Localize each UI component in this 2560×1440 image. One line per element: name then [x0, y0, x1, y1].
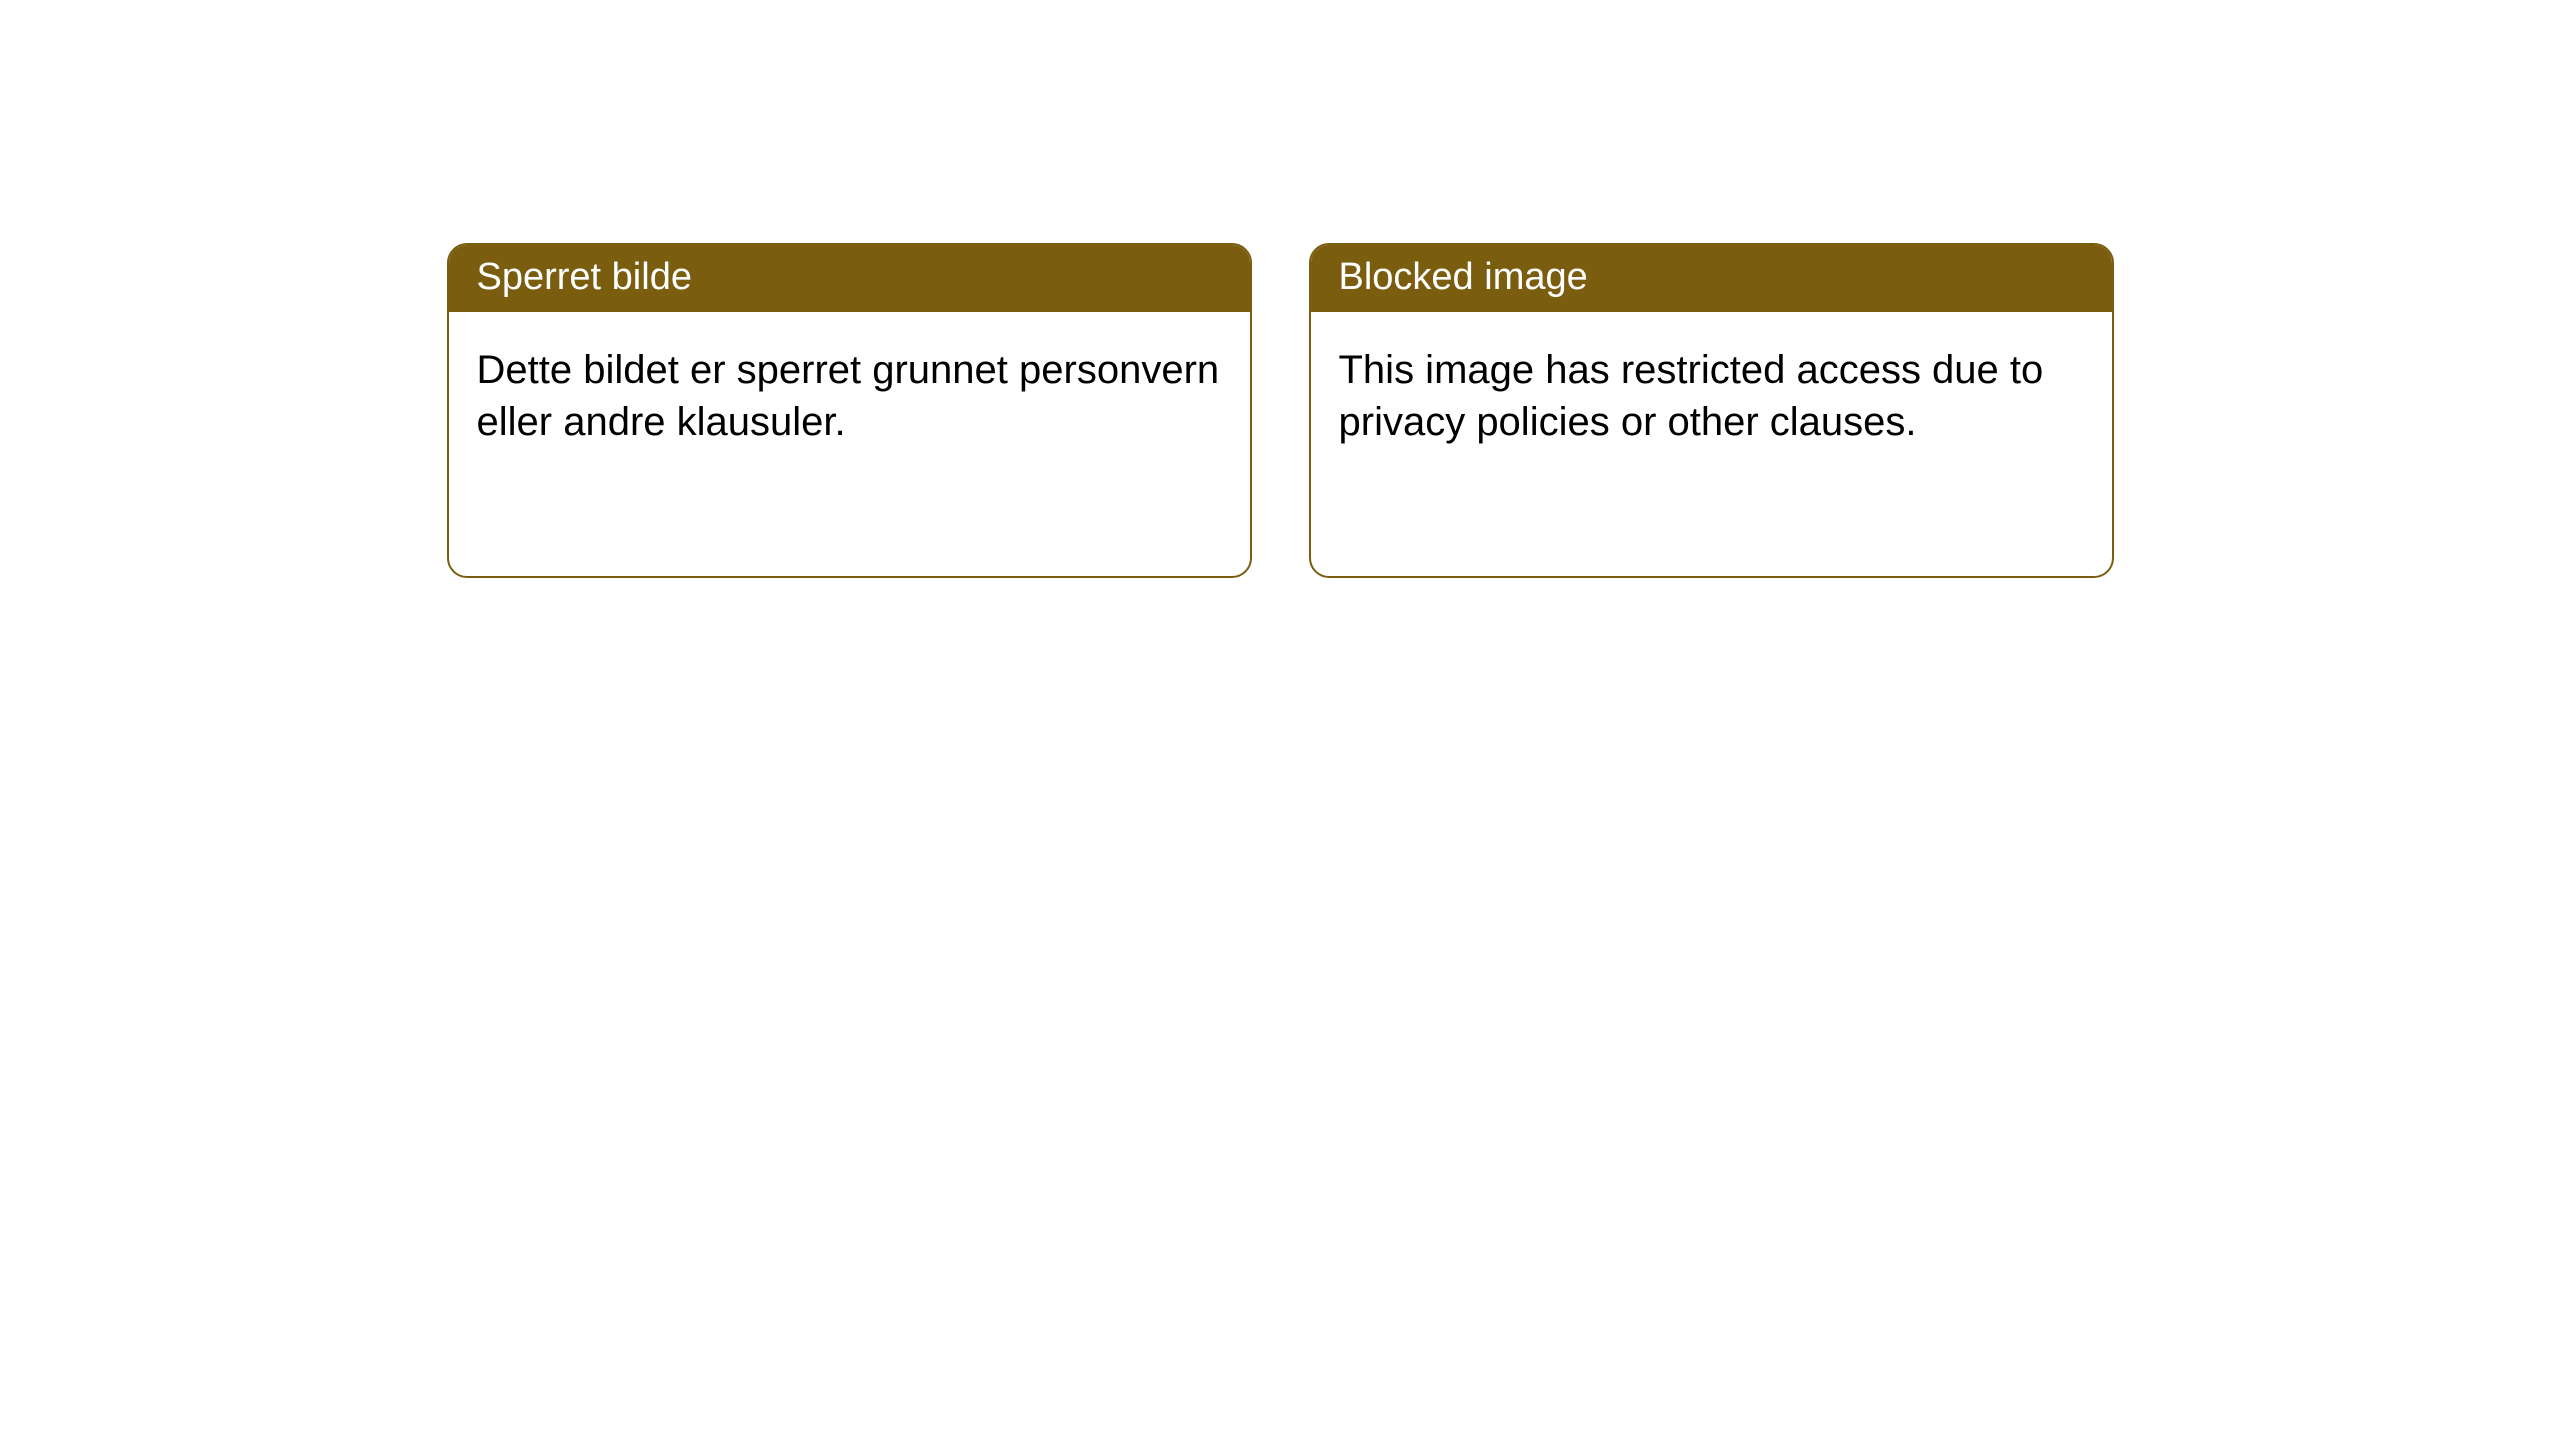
- card-header-english: Blocked image: [1311, 245, 2112, 312]
- notice-cards-container: Sperret bilde Dette bildet er sperret gr…: [447, 243, 2114, 578]
- notice-card-norwegian: Sperret bilde Dette bildet er sperret gr…: [447, 243, 1252, 578]
- card-header-norwegian: Sperret bilde: [449, 245, 1250, 312]
- card-body-norwegian: Dette bildet er sperret grunnet personve…: [449, 312, 1250, 480]
- card-body-english: This image has restricted access due to …: [1311, 312, 2112, 480]
- notice-card-english: Blocked image This image has restricted …: [1309, 243, 2114, 578]
